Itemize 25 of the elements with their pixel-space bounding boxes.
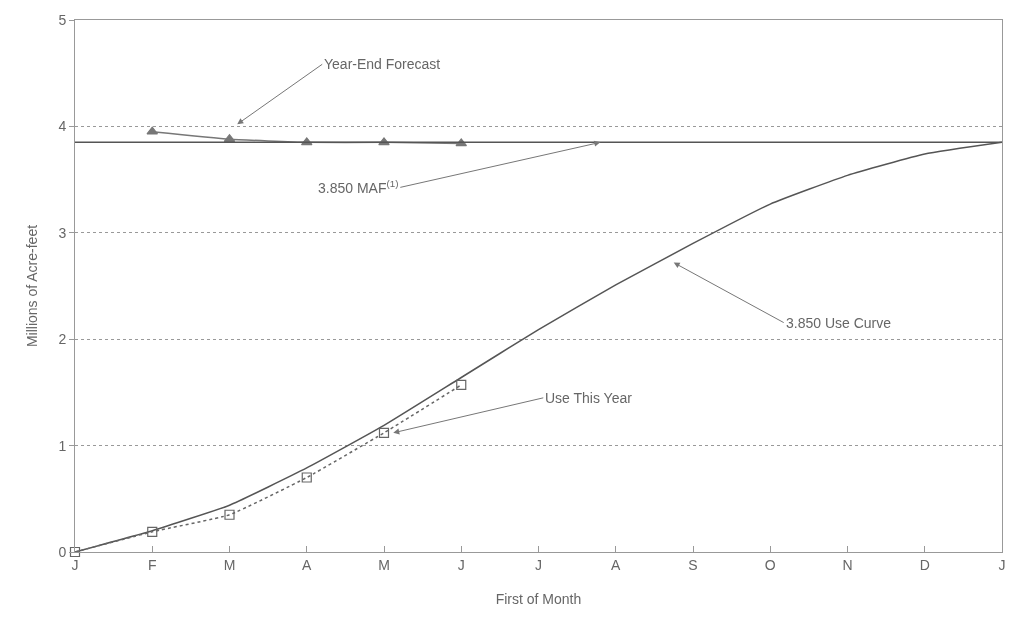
x-tick-label: A	[302, 556, 313, 573]
y-tick-label: 0	[58, 543, 67, 560]
x-tick-label: F	[147, 556, 157, 573]
x-tick-label: S	[688, 556, 698, 573]
x-tick-label: M	[223, 556, 236, 573]
x-tick-label: J	[71, 556, 79, 573]
x-tick-label: J	[457, 556, 465, 573]
y-tick-label: 1	[58, 437, 67, 454]
y-tick-label: 3	[58, 224, 67, 241]
y-tick-label: 5	[58, 11, 67, 28]
x-axis-title: First of Month	[495, 591, 582, 607]
x-tick-label: O	[764, 556, 776, 573]
y-tick-label: 2	[58, 331, 67, 348]
annotation: 3.850 Use Curve	[786, 315, 892, 331]
x-tick-label: J	[535, 556, 542, 573]
annotation: 3.850 MAF$^{(1)}$	[318, 178, 399, 196]
x-tick-label: A	[611, 556, 622, 573]
x-tick-label: D	[919, 556, 930, 573]
x-tick-label: N	[842, 556, 853, 573]
x-tick-label: J	[998, 556, 1006, 573]
y-tick-label: 4	[58, 118, 67, 135]
annotation: Year-End Forecast	[324, 56, 441, 72]
annotation: Use This Year	[545, 390, 633, 406]
x-tick-label: M	[378, 556, 390, 573]
y-axis-title: Millions of Acre-feet	[24, 224, 40, 348]
